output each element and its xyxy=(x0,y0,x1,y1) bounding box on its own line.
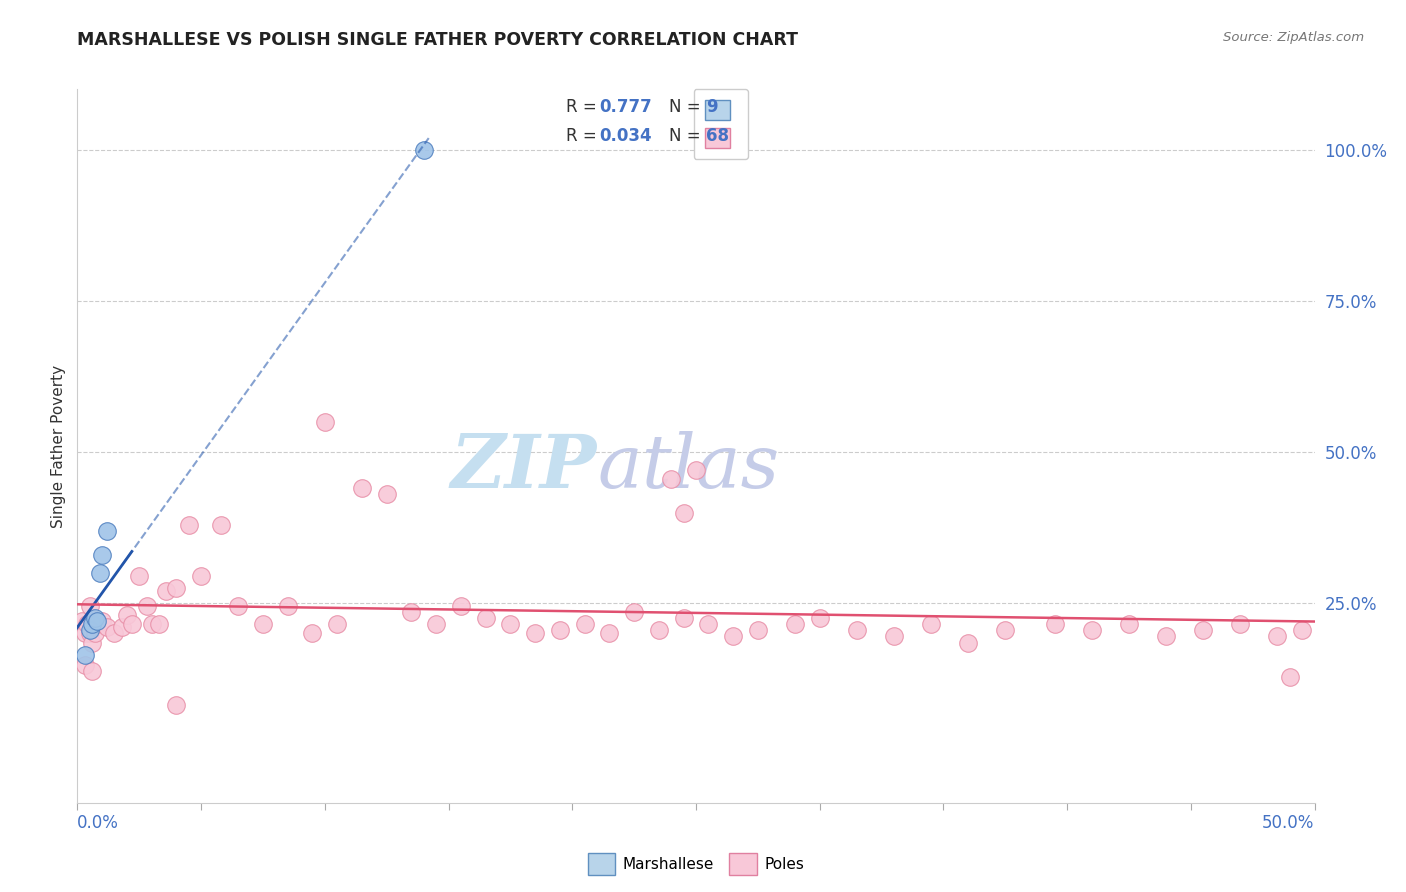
Point xyxy=(83,626,105,640)
Point xyxy=(659,472,682,486)
Point xyxy=(73,657,96,672)
Point xyxy=(121,617,143,632)
Point xyxy=(82,635,104,649)
Point xyxy=(155,584,177,599)
Point xyxy=(91,615,114,629)
Text: 50.0%: 50.0% xyxy=(1263,814,1315,831)
Point xyxy=(76,617,98,632)
Text: 9: 9 xyxy=(706,98,717,116)
Point xyxy=(301,626,323,640)
Point xyxy=(135,599,157,614)
Text: N =: N = xyxy=(669,98,706,116)
Point xyxy=(1118,617,1140,632)
Point xyxy=(190,569,212,583)
Point xyxy=(350,481,373,495)
Point xyxy=(412,143,434,157)
Point xyxy=(648,624,671,638)
Point xyxy=(1081,624,1104,638)
Point xyxy=(474,611,496,625)
Text: MARSHALLESE VS POLISH SINGLE FATHER POVERTY CORRELATION CHART: MARSHALLESE VS POLISH SINGLE FATHER POVE… xyxy=(77,31,799,49)
Point xyxy=(79,624,101,638)
Point xyxy=(1154,630,1177,644)
Text: ZIP: ZIP xyxy=(451,431,598,504)
Text: 0.777: 0.777 xyxy=(599,98,652,116)
Point xyxy=(994,624,1017,638)
Text: Source: ZipAtlas.com: Source: ZipAtlas.com xyxy=(1223,31,1364,45)
Point xyxy=(79,626,101,640)
Point xyxy=(685,463,707,477)
Point xyxy=(747,624,769,638)
Point xyxy=(73,648,96,662)
Point xyxy=(128,569,150,583)
Legend: Marshallese, Poles: Marshallese, Poles xyxy=(582,847,810,880)
Point xyxy=(148,617,170,632)
Point xyxy=(450,599,472,614)
Y-axis label: Single Father Poverty: Single Father Poverty xyxy=(51,365,66,527)
Point xyxy=(548,624,571,638)
Point xyxy=(697,617,720,632)
Point xyxy=(91,548,114,562)
Point xyxy=(672,611,695,625)
Text: 0.034: 0.034 xyxy=(599,127,652,145)
Point xyxy=(783,617,806,632)
Point xyxy=(672,506,695,520)
Point xyxy=(845,624,868,638)
Point xyxy=(82,664,104,678)
Text: R =: R = xyxy=(567,127,602,145)
Point xyxy=(165,581,187,595)
Point xyxy=(598,626,620,640)
Point xyxy=(1229,617,1251,632)
Point xyxy=(226,599,249,614)
Point xyxy=(1278,670,1301,684)
Point xyxy=(277,599,299,614)
Point xyxy=(103,626,125,640)
Point xyxy=(73,626,96,640)
Point xyxy=(86,615,108,629)
Point xyxy=(115,608,138,623)
Point xyxy=(1043,617,1066,632)
Point xyxy=(96,620,118,634)
Text: 0.0%: 0.0% xyxy=(77,814,120,831)
Point xyxy=(252,617,274,632)
Point xyxy=(314,415,336,429)
Point xyxy=(1291,624,1313,638)
Point xyxy=(401,605,423,619)
Text: atlas: atlas xyxy=(598,431,779,504)
Point xyxy=(72,615,94,629)
Point xyxy=(209,517,232,532)
Point xyxy=(883,630,905,644)
Point xyxy=(1267,630,1289,644)
Point xyxy=(499,617,522,632)
Point xyxy=(165,698,187,712)
Point xyxy=(574,617,596,632)
Point xyxy=(808,611,831,625)
Point xyxy=(111,620,134,634)
Point xyxy=(920,617,942,632)
Point xyxy=(141,617,163,632)
Point xyxy=(957,635,980,649)
Point xyxy=(96,524,118,538)
Point xyxy=(82,617,104,632)
Point xyxy=(1192,624,1215,638)
Point xyxy=(89,566,111,580)
Point xyxy=(326,617,349,632)
Point xyxy=(524,626,547,640)
Point xyxy=(425,617,447,632)
Point xyxy=(83,611,105,625)
Text: N =: N = xyxy=(669,127,706,145)
Text: 68: 68 xyxy=(706,127,728,145)
Point xyxy=(721,630,744,644)
Point xyxy=(177,517,200,532)
Point xyxy=(79,599,101,614)
Text: R =: R = xyxy=(567,98,602,116)
Point xyxy=(86,617,108,632)
Point xyxy=(623,605,645,619)
Point xyxy=(375,487,398,501)
